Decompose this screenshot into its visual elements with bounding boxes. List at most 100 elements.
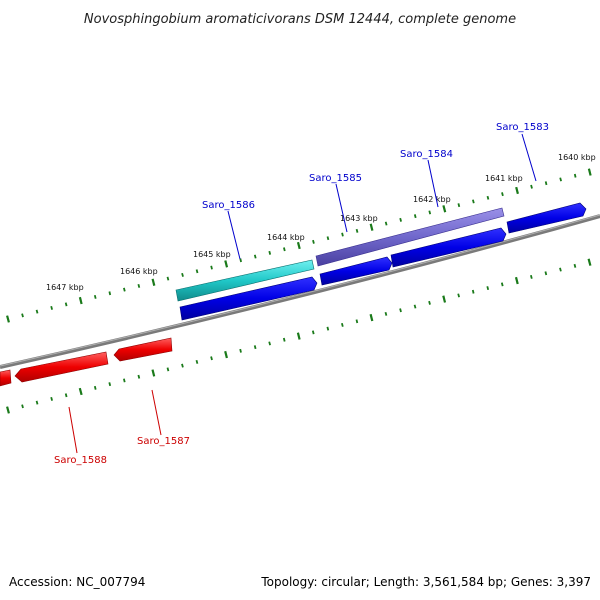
inner-ring-tick [544, 271, 548, 276]
genome-backbone-highlight [0, 214, 600, 367]
leader-saro-1588 [68, 406, 78, 454]
outer-ring-tick [210, 265, 213, 270]
inner-tick-ring [6, 258, 592, 414]
outer-ring-tick [21, 313, 24, 318]
kbp-label-1645: 1645 kbp [193, 250, 231, 259]
kbp-labels: 1640 kbp 1641 kbp 1642 kbp 1643 kbp 1644… [46, 153, 596, 292]
gene-saro-1583-arrow[interactable] [506, 202, 587, 234]
gene-red-arrow-edge[interactable] [0, 369, 12, 387]
gene-label-saro-1586[interactable]: Saro_1586 [202, 200, 255, 211]
gene-labels: Saro_1583 Saro_1584 Saro_1585 Saro_1586 … [54, 122, 549, 466]
inner-ring-tick [166, 367, 170, 372]
gene-label-saro-1587[interactable]: Saro_1587 [137, 436, 190, 447]
outer-ring-tick [486, 195, 490, 200]
inner-ring-tick [514, 276, 519, 285]
outer-ring-tick [515, 186, 519, 195]
inner-ring-tick [268, 341, 271, 346]
outer-ring-tick [312, 239, 315, 244]
inner-ring-tick [123, 378, 126, 383]
gene-label-saro-1588[interactable]: Saro_1588 [54, 455, 107, 466]
outer-ring-tick [559, 177, 562, 182]
outer-ring-tick [341, 232, 344, 237]
outer-ring-tick [166, 276, 170, 281]
outer-ring-tick [457, 203, 461, 208]
outer-ring-tick [428, 210, 432, 215]
outer-ring-tick [181, 272, 184, 277]
inner-ring-tick [573, 263, 577, 268]
inner-ring-tick [253, 345, 257, 350]
gene-saro-1586-arrow[interactable] [175, 259, 315, 302]
inner-ring-tick [108, 382, 112, 387]
outer-ring-tick [268, 250, 272, 255]
inner-ring-tick [457, 293, 460, 298]
outer-ring-tick [530, 184, 533, 189]
kbp-label-1647: 1647 kbp [46, 283, 84, 292]
outer-ring-tick [108, 291, 112, 296]
outer-ring-tick [253, 254, 257, 259]
outer-ring-tick [384, 221, 388, 226]
kbp-label-1641: 1641 kbp [485, 174, 523, 183]
outer-ring-tick [137, 283, 141, 288]
inner-ring-tick [6, 406, 10, 414]
gene-label-saro-1585[interactable]: Saro_1585 [309, 173, 362, 184]
kbp-label-1643: 1643 kbp [340, 214, 378, 223]
inner-ring-tick [239, 348, 242, 353]
outer-ring-tick [501, 192, 504, 197]
leader-saro-1583 [521, 133, 537, 182]
leader-saro-1587 [151, 389, 162, 436]
gene-label-saro-1584[interactable]: Saro_1584 [400, 149, 453, 160]
gene-saro-1588-arrow[interactable] [14, 351, 109, 383]
kbp-label-1642: 1642 kbp [413, 195, 451, 204]
outer-ring-tick [573, 173, 577, 178]
outer-ring-tick [35, 309, 39, 314]
inner-ring-tick [224, 350, 228, 359]
outer-ring-tick [355, 228, 359, 233]
inner-ring-tick [471, 289, 475, 294]
gene-label-saro-1583[interactable]: Saro_1583 [496, 122, 549, 133]
leader-saro-1586 [227, 210, 241, 260]
outer-ring-tick [544, 181, 548, 186]
kbp-label-1640: 1640 kbp [558, 153, 596, 162]
inner-ring-tick [428, 300, 431, 305]
outer-ring-tick [587, 168, 592, 176]
inner-ring-tick [93, 385, 97, 390]
outer-ring-tick [442, 205, 447, 213]
inner-ring-tick [442, 295, 447, 303]
outer-ring-tick [6, 315, 10, 323]
genome-summary-text: Topology: circular; Length: 3,561,584 bp… [260, 575, 591, 589]
outer-ring-tick [399, 217, 402, 222]
outer-ring-tick [326, 236, 330, 241]
inner-ring-tick [413, 304, 417, 309]
reverse-lane [0, 337, 173, 387]
kbp-label-1646: 1646 kbp [120, 267, 158, 276]
inner-ring-tick [64, 393, 68, 398]
inner-ring-tick [369, 313, 374, 322]
inner-ring-tick [296, 332, 301, 340]
outer-ring-tick [472, 199, 475, 204]
gene-blue-arrow-left[interactable] [179, 276, 318, 321]
inner-ring-tick [151, 369, 156, 377]
inner-ring-tick [50, 396, 53, 401]
genome-backbone [0, 214, 600, 369]
gene-saro-1587-arrow[interactable] [113, 337, 173, 362]
outer-ring-tick [413, 214, 417, 219]
inner-ring-tick [326, 326, 330, 331]
inner-ring-tick [181, 363, 184, 368]
inner-ring-tick [559, 267, 562, 272]
outer-ring-tick [50, 305, 53, 310]
label-leaders [68, 133, 537, 454]
outer-ring-tick [64, 302, 68, 307]
forward-inner-lane [179, 202, 587, 321]
gene-saro-1584-arrow[interactable] [315, 207, 505, 267]
forward-outer-lane [175, 207, 505, 302]
gene-blue-arrow-mid[interactable] [319, 256, 393, 286]
outer-ring-tick [93, 294, 97, 299]
leader-saro-1584 [427, 159, 439, 208]
outer-ring-tick [296, 241, 301, 250]
outer-ring-tick [369, 223, 374, 231]
inner-ring-tick [399, 308, 402, 313]
kbp-label-1644: 1644 kbp [267, 233, 305, 242]
inner-ring-tick [78, 387, 83, 396]
gene-saro-1585-arrow[interactable] [390, 227, 507, 268]
